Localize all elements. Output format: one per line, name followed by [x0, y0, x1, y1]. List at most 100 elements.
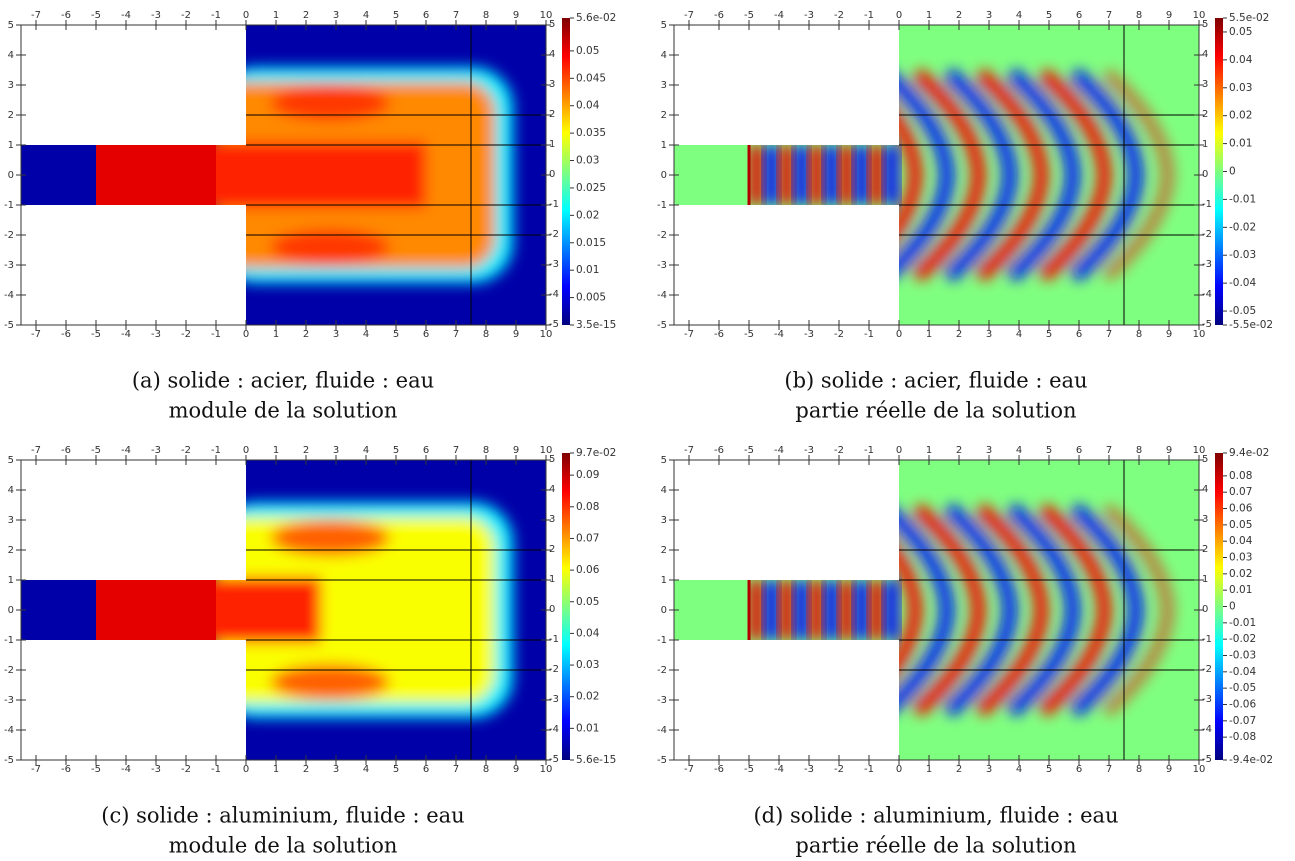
- x-tick-label: -7: [684, 445, 694, 456]
- y-tick-label: 2: [661, 545, 667, 556]
- colorbar-label: 9.7e-02: [576, 447, 616, 459]
- y-tick-label: 3: [8, 515, 14, 526]
- x-tick-label: -6: [714, 329, 724, 340]
- x-tick-label: 2: [303, 329, 309, 340]
- x-tick-label: -7: [31, 329, 41, 340]
- guide-fluid: [21, 580, 96, 640]
- y-tick-label: 0: [549, 169, 555, 180]
- y-tick-label: 3: [549, 79, 555, 90]
- y-tick-label: -1: [657, 200, 667, 211]
- y-tick-label: 4: [8, 50, 14, 61]
- colorbar-label: 0.045: [576, 72, 606, 84]
- y-tick-label: -5: [4, 755, 14, 766]
- caption: partie réelle de la solution: [795, 399, 1076, 423]
- colorbar-label: 0.01: [1229, 138, 1252, 150]
- blob: [270, 229, 390, 265]
- colorbar-label: 0.01: [576, 264, 599, 276]
- colorbar-label: 0.08: [576, 501, 599, 513]
- wave: [880, 502, 954, 718]
- x-tick-label: -6: [61, 764, 71, 775]
- x-tick-label: -3: [804, 445, 814, 456]
- x-tick-label: -2: [834, 445, 844, 456]
- x-tick-label: 1: [926, 764, 932, 775]
- x-tick-label: 1: [926, 10, 932, 21]
- guide-stripe: [749, 580, 764, 640]
- wave: [1006, 67, 1080, 283]
- x-tick-label: -3: [804, 329, 814, 340]
- x-tick-label: 1: [273, 445, 279, 456]
- x-tick-label: 4: [1016, 329, 1022, 340]
- x-tick-label: 8: [483, 10, 489, 21]
- colorbar-label: -5.5e-02: [1229, 319, 1273, 331]
- x-tick-label: 4: [363, 329, 369, 340]
- panel: -7 -7 -6 -6 -5 -5 -4 -4 -3 -3 -2 -2 -1 -1 0 0 1 1 2 2 3 3 4 4 5 5…: [657, 10, 1273, 423]
- x-tick-label: 2: [956, 329, 962, 340]
- y-tick-label: 3: [1202, 514, 1208, 525]
- y-tick-label: 1: [1202, 139, 1208, 150]
- x-tick-label: 9: [513, 329, 519, 340]
- guide-stripe: [764, 580, 779, 640]
- x-tick-label: 0: [896, 445, 902, 456]
- x-tick-label: -1: [211, 10, 221, 21]
- y-tick-label: 3: [1202, 79, 1208, 90]
- x-tick-label: 1: [926, 445, 932, 456]
- x-tick-label: 3: [986, 329, 992, 340]
- y-tick-label: -2: [1202, 664, 1212, 675]
- x-tick-label: 4: [1016, 10, 1022, 21]
- y-tick-label: 0: [661, 170, 667, 181]
- guide-stripe: [839, 580, 854, 640]
- x-tick-label: 5: [1046, 445, 1052, 456]
- x-tick-label: 7: [453, 329, 459, 340]
- colorbar-label: -0.01: [1229, 617, 1256, 629]
- colorbar-label: 0.08: [1229, 470, 1252, 482]
- colorbar-label: -0.03: [1229, 249, 1256, 261]
- x-tick-label: 9: [1166, 445, 1172, 456]
- colorbar-label: 9.4e-02: [1229, 447, 1269, 459]
- guide-stripe: [884, 145, 899, 205]
- colorbar-label: -0.01: [1229, 193, 1256, 205]
- x-tick-label: 5: [1046, 329, 1052, 340]
- y-tick-label: 2: [661, 110, 667, 121]
- y-tick-label: 1: [8, 140, 14, 151]
- y-tick-label: -1: [4, 200, 14, 211]
- x-tick-label: 0: [243, 329, 249, 340]
- x-tick-label: -2: [834, 329, 844, 340]
- x-tick-label: 7: [1106, 10, 1112, 21]
- wave: [1101, 67, 1175, 283]
- y-tick-label: -5: [549, 754, 559, 765]
- colorbar-label: 5.6e-02: [576, 12, 616, 24]
- y-tick-label: 4: [549, 49, 555, 60]
- y-tick-label: -4: [1202, 724, 1212, 735]
- caption: (b) solide : acier, fluide : eau: [784, 369, 1087, 393]
- colorbar-label: 0.025: [576, 182, 606, 194]
- y-tick-label: 2: [549, 544, 555, 555]
- y-tick-label: -1: [549, 199, 559, 210]
- x-tick-label: 6: [423, 10, 429, 21]
- x-tick-label: -1: [211, 764, 221, 775]
- y-tick-label: 3: [549, 514, 555, 525]
- colorbar-label: 0.015: [576, 237, 606, 249]
- x-tick-label: -6: [714, 10, 724, 21]
- colorbar-label: -0.02: [1229, 221, 1256, 233]
- y-tick-label: -1: [1202, 634, 1212, 645]
- colorbar-label: 0.01: [576, 722, 599, 734]
- x-tick-label: 4: [363, 764, 369, 775]
- x-tick-label: 6: [1076, 445, 1082, 456]
- guide-solid: [96, 145, 216, 205]
- colorbar-label: -0.08: [1229, 731, 1256, 743]
- x-tick-label: 0: [243, 10, 249, 21]
- x-tick-label: -3: [151, 445, 161, 456]
- y-tick-label: 4: [661, 485, 667, 496]
- x-tick-label: 5: [393, 10, 399, 21]
- guide-stripe: [794, 580, 809, 640]
- colorbar-label: -0.05: [1229, 305, 1256, 317]
- y-tick-label: -4: [549, 289, 559, 300]
- x-tick-label: 10: [540, 10, 553, 21]
- x-tick-label: 6: [1076, 329, 1082, 340]
- x-tick-label: 3: [333, 10, 339, 21]
- y-tick-label: -5: [657, 320, 667, 331]
- y-tick-label: 5: [661, 455, 667, 466]
- x-tick-label: -5: [91, 329, 101, 340]
- wave: [912, 502, 986, 718]
